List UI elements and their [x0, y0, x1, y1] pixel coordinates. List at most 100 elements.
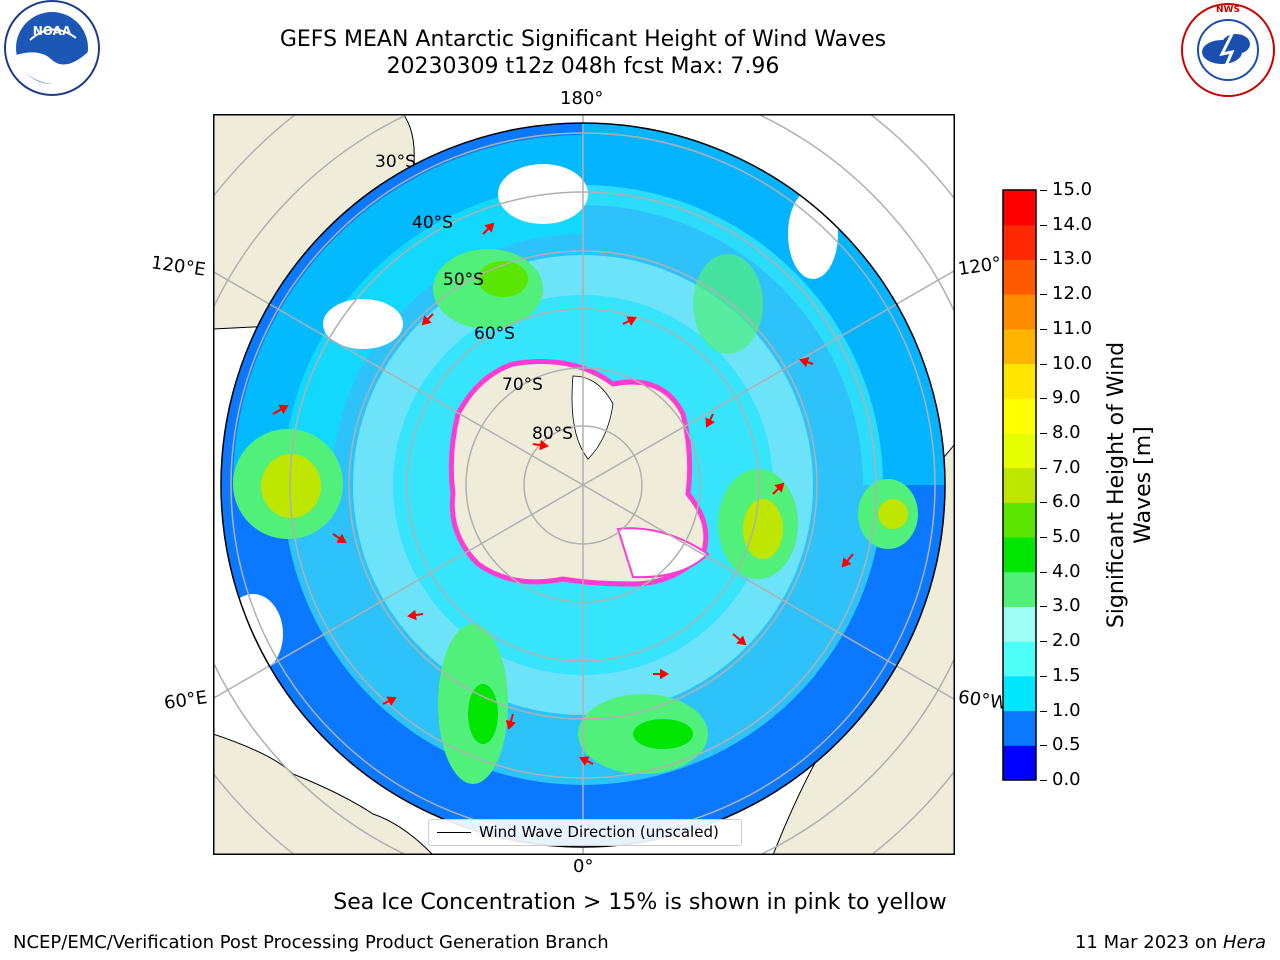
wind-arrow-head	[407, 609, 417, 621]
colorbar-tick-mark	[1040, 710, 1047, 712]
colorbar-tick-label: 0.5	[1052, 734, 1081, 756]
antarctic-map	[213, 114, 955, 855]
colorbar-label: Significant Height of Wind Waves [m]	[1103, 342, 1157, 628]
colorbar-tick-mark	[1040, 432, 1047, 434]
colorbar-band	[1003, 641, 1036, 677]
colorbar-band	[1003, 502, 1036, 538]
wind-arrow-head	[579, 756, 590, 766]
lat-label-70s: 70°S	[502, 375, 543, 395]
colorbar-tick-mark	[1040, 641, 1047, 643]
wind-arrow-head	[505, 719, 516, 730]
lon-label-0: 0°	[573, 856, 594, 877]
colorbar-tick-mark	[1040, 745, 1047, 747]
colorbar-tick-label: 0.0	[1052, 769, 1081, 790]
colorbar-band	[1003, 710, 1036, 746]
colorbar-tick-mark	[1040, 294, 1047, 296]
colorbar-band	[1003, 537, 1036, 573]
colorbar-tick-label: 7.0	[1052, 456, 1081, 478]
colorbar-tick-mark	[1040, 259, 1047, 261]
colorbar-label-line2: Waves [m]	[1131, 426, 1156, 544]
colorbar-tick-mark	[1040, 606, 1047, 608]
wind-arrow-head	[386, 696, 397, 706]
colorbar-tick-label: 1.5	[1052, 664, 1081, 686]
colorbar-tick-mark	[1040, 571, 1047, 573]
wind-arrow-head	[841, 557, 852, 568]
colorbar-tick-label: 1.0	[1052, 699, 1081, 721]
sea-ice-note: Sea Ice Concentration > 15% is shown in …	[333, 890, 947, 915]
colorbar-tick-label: 3.0	[1052, 595, 1081, 617]
wind-arrow-head	[660, 668, 669, 680]
chart-title-line2: 20230309 t12z 048h fcst Max: 7.96	[386, 54, 780, 79]
colorbar-tick-mark	[1040, 780, 1047, 781]
legend-label: Wind Wave Direction (unscaled)	[479, 823, 719, 841]
colorbar-tick-mark	[1040, 675, 1047, 677]
lon-label-60e: 60°E	[162, 687, 209, 714]
footer-host: Hera	[1222, 932, 1266, 953]
colorbar-band	[1003, 363, 1036, 399]
colorbar-band	[1003, 675, 1036, 712]
wind-arrow-head	[539, 439, 549, 451]
wind-arrow-head	[736, 635, 747, 646]
colorbar	[1002, 189, 1037, 781]
colorbar-tick-mark	[1040, 467, 1047, 469]
footer-date: 11 Mar 2023 on Hera	[1075, 932, 1266, 953]
wind-arrow-head	[799, 357, 810, 368]
colorbar-tick-label: 11.0	[1052, 317, 1093, 339]
colorbar-tick-mark	[1040, 363, 1047, 365]
noaa-logo-text: NOAA	[33, 24, 72, 38]
colorbar-label-line1: Significant Height of Wind	[1104, 341, 1129, 629]
lat-label-50s: 50°S	[443, 270, 484, 290]
noaa-logo: NOAA	[4, 0, 100, 96]
colorbar-band	[1003, 571, 1036, 607]
colorbar-frame	[1002, 189, 1037, 781]
colorbar-tick-label: 8.0	[1052, 421, 1081, 443]
colorbar-tick-label: 10.0	[1052, 352, 1093, 374]
colorbar-band	[1003, 259, 1036, 295]
colorbar-tick-mark	[1040, 537, 1047, 539]
colorbar-band	[1003, 328, 1036, 365]
colorbar-tick-label: 14.0	[1052, 213, 1093, 235]
colorbar-tick-label: 4.0	[1052, 560, 1081, 582]
footer-credit: NCEP/EMC/Verification Post Processing Pr…	[13, 932, 609, 953]
map-legend: Wind Wave Direction (unscaled)	[428, 819, 742, 846]
footer-date-text: 11 Mar 2023 on	[1074, 932, 1223, 953]
colorbar-tick-mark	[1040, 398, 1047, 400]
colorbar-tick-label: 9.0	[1052, 387, 1081, 409]
colorbar-tick-mark	[1040, 328, 1047, 330]
wind-arrow-head	[278, 404, 289, 415]
colorbar-tick-label: 5.0	[1052, 526, 1081, 548]
legend-line-swatch	[437, 832, 471, 833]
colorbar-tick-label: 6.0	[1052, 491, 1081, 513]
lon-label-120w: 120°	[956, 253, 1003, 280]
wind-arrow-head	[774, 482, 785, 493]
lon-label-180: 180°	[560, 88, 604, 109]
colorbar-band	[1003, 398, 1036, 434]
colorbar-band	[1003, 745, 1036, 781]
wind-arrow-head	[626, 316, 637, 326]
lat-label-60s: 60°S	[474, 324, 515, 344]
colorbar-tick-mark	[1040, 190, 1047, 191]
colorbar-band	[1003, 294, 1036, 330]
lat-label-30s: 30°S	[375, 152, 416, 172]
colorbar-band	[1003, 467, 1036, 503]
colorbar-band	[1003, 224, 1036, 260]
colorbar-band	[1003, 606, 1036, 642]
lon-label-120e: 120°E	[149, 252, 207, 281]
colorbar-tick-label: 15.0	[1052, 179, 1093, 200]
africa-land	[213, 733, 434, 855]
colorbar-tick-label: 2.0	[1052, 630, 1081, 652]
colorbar-band	[1003, 432, 1036, 469]
wind-arrows	[272, 222, 854, 766]
colorbar-tick-mark	[1040, 502, 1047, 504]
colorbar-tick-mark	[1040, 224, 1047, 226]
colorbar-tick-label: 12.0	[1052, 283, 1093, 305]
wind-arrow-head	[484, 222, 495, 233]
wind-arrow-head	[336, 533, 347, 544]
wind-arrow-head	[421, 315, 432, 326]
colorbar-band	[1003, 190, 1036, 226]
lat-label-80s: 80°S	[532, 424, 573, 444]
wind-arrow-head	[705, 417, 715, 428]
chart-title-line1: GEFS MEAN Antarctic Significant Height o…	[279, 27, 887, 52]
nws-logo: NWS	[1181, 3, 1275, 97]
svg-text:NWS: NWS	[1216, 5, 1240, 15]
